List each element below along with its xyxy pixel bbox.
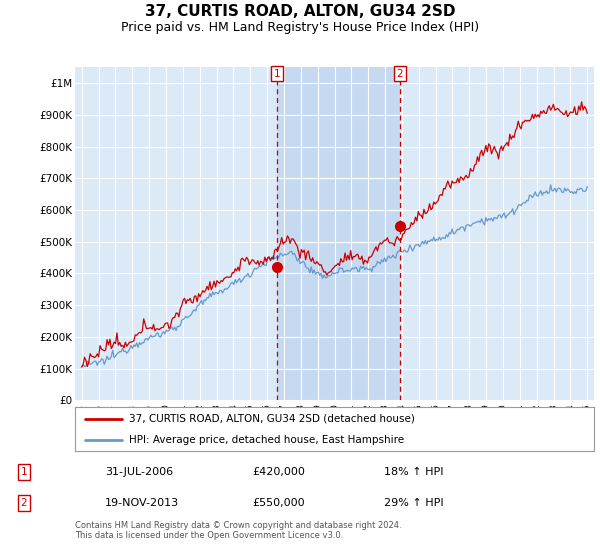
Text: 29% ↑ HPI: 29% ↑ HPI [384,498,443,507]
Text: 31-JUL-2006: 31-JUL-2006 [105,467,173,477]
Text: £420,000: £420,000 [252,467,305,477]
Text: 18% ↑ HPI: 18% ↑ HPI [384,467,443,477]
Bar [277,67,400,400]
Text: Contains HM Land Registry data © Crown copyright and database right 2024.
This d: Contains HM Land Registry data © Crown c… [75,521,401,540]
Text: 19-NOV-2013: 19-NOV-2013 [105,498,179,507]
Text: 1: 1 [20,467,28,477]
Text: Price paid vs. HM Land Registry's House Price Index (HPI): Price paid vs. HM Land Registry's House … [121,21,479,34]
Text: HPI: Average price, detached house, East Hampshire: HPI: Average price, detached house, East… [130,435,404,445]
Text: 37, CURTIS ROAD, ALTON, GU34 2SD: 37, CURTIS ROAD, ALTON, GU34 2SD [145,4,455,19]
Text: £550,000: £550,000 [252,498,305,507]
Text: 1: 1 [274,69,280,79]
Text: 37, CURTIS ROAD, ALTON, GU34 2SD (detached house): 37, CURTIS ROAD, ALTON, GU34 2SD (detach… [130,414,415,424]
Text: 2: 2 [20,498,28,507]
Text: 2: 2 [397,69,403,79]
